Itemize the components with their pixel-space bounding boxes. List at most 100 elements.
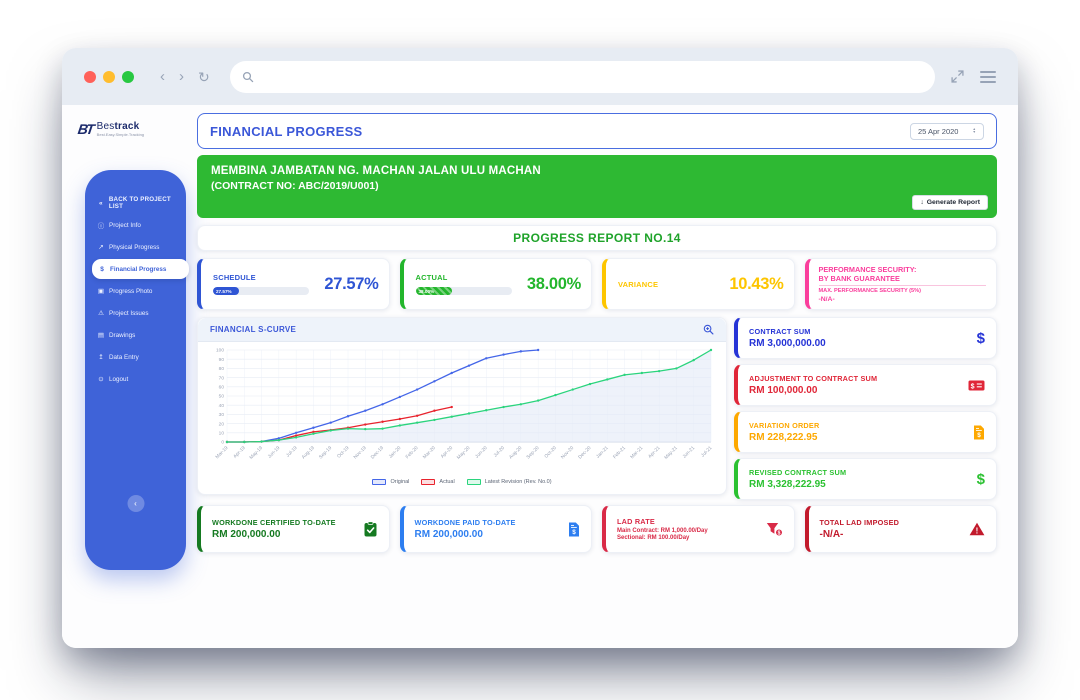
chart-header: FINANCIAL S-CURVE: [198, 318, 726, 342]
select-arrows-icon: ▲ ▼: [972, 126, 976, 134]
clipboard-check-icon: [364, 521, 376, 537]
generate-report-button[interactable]: ↓ Generate Report: [912, 195, 988, 210]
report-date-value: 25 Apr 2020: [918, 126, 959, 136]
financial-s-curve-chart: 0 10 20 30 40 50 60 70 80 90 100 Mar-19 Apr-19 May-19…: [214, 348, 714, 461]
svg-text:$: $: [572, 529, 576, 536]
summary-column: CONTRACT SUM RM 3,000,000.00 $ ADJUSTMEN…: [734, 317, 997, 500]
max-performance-security: MAX. PERFORMANCE SECURITY (5%): [818, 288, 921, 295]
sidebar-item-project-issues[interactable]: ⚠ Project Issues: [98, 309, 149, 318]
sidebar: « BACK TO PROJECT LIST ⓘ Project Info ↗ …: [85, 170, 189, 570]
svg-text:Mar-21: Mar-21: [629, 445, 644, 460]
progress-report-title: PROGRESS REPORT NO.14: [513, 231, 681, 245]
sidebar-item-financial-progress[interactable]: $ Financial Progress: [92, 259, 189, 279]
sidebar-item-project-info[interactable]: ⓘ Project Info: [97, 221, 141, 231]
stats-row: SCHEDULE 27.57% 27.57% ACTUAL 38.00%: [197, 258, 997, 311]
svg-text:Feb-20: Feb-20: [405, 445, 420, 460]
svg-text:40: 40: [219, 403, 225, 409]
svg-text:Feb-21: Feb-21: [612, 445, 627, 460]
contract-number: (CONTRACT NO: ABC/2019/U001): [211, 180, 379, 192]
file-invoice-dollar-icon: $: [569, 522, 579, 536]
contract-sum-card: CONTRACT SUM RM 3,000,000.00 $: [734, 317, 997, 359]
close-window-button[interactable]: [84, 70, 96, 83]
sidebar-item-drawings[interactable]: ▤ Drawings: [97, 331, 136, 340]
variation-order-card: VARIATION ORDER RM 228,222.95 $: [734, 411, 997, 453]
chevrons-left-icon: «: [99, 199, 103, 207]
forward-icon[interactable]: ›: [179, 68, 184, 85]
expand-icon[interactable]: [951, 70, 964, 83]
svg-text:50: 50: [219, 394, 225, 400]
maximize-window-button[interactable]: [122, 70, 134, 83]
actual-label: ACTUAL: [415, 273, 448, 283]
workdone-certified-card: WORKDONE CERTIFIED TO-DATE RM 200,000.00: [197, 505, 390, 553]
menu-icon[interactable]: [980, 70, 996, 83]
browser-chrome: ‹ › ↻: [62, 48, 1018, 105]
legend-swatch: [421, 479, 436, 485]
download-icon: ↓: [920, 199, 924, 206]
svg-text:Sep-19: Sep-19: [318, 445, 333, 460]
performance-security-line2: BY BANK GUARANTEE: [818, 274, 900, 284]
sidebar-back-to-project-list[interactable]: « BACK TO PROJECT LIST: [85, 192, 186, 214]
page-header: FINANCIAL PROGRESS 25 Apr 2020 ▲ ▼: [197, 113, 997, 149]
minimize-window-button[interactable]: [103, 70, 115, 83]
sidebar-item-logout[interactable]: ⊙ Logout: [98, 375, 129, 384]
financial-s-curve-card: FINANCIAL S-CURVE 0 10 20 30 40 50 60 70 80 90 100…: [197, 317, 727, 495]
warning-icon: ⚠: [98, 310, 104, 317]
svg-text:Oct-20: Oct-20: [543, 445, 558, 460]
money-check-icon: $: [968, 380, 985, 390]
legend-label: Actual: [439, 479, 455, 485]
drawings-icon: ▤: [97, 332, 105, 339]
svg-text:70: 70: [219, 375, 225, 381]
sidebar-item-data-entry[interactable]: ↥ Data Entry: [98, 353, 139, 362]
legend-label: Original: [390, 479, 410, 485]
reload-icon[interactable]: ↻: [198, 68, 210, 85]
lad-rate-card: LAD RATE Main Contract: RM 1,000.00/Day …: [602, 505, 795, 553]
project-name: MEMBINA JAMBATAN NG. MACHAN JALAN ULU MA…: [211, 165, 541, 177]
traffic-lights: [84, 70, 134, 83]
schedule-card: SCHEDULE 27.57% 27.57%: [197, 258, 390, 311]
sidebar-item-physical-progress[interactable]: ↗ Physical Progress: [98, 243, 160, 252]
svg-text:Jul-21: Jul-21: [700, 445, 714, 459]
magnifier-plus-icon[interactable]: [703, 324, 714, 335]
performance-security-card: PERFORMANCE SECURITY: BY BANK GUARANTEE …: [804, 258, 997, 311]
dollar-icon: $: [100, 265, 104, 273]
address-bar[interactable]: [229, 60, 935, 93]
actual-card: ACTUAL 38.00% 38.00%: [399, 258, 592, 311]
project-banner: MEMBINA JAMBATAN NG. MACHAN JALAN ULU MA…: [197, 155, 997, 218]
svg-text:Nov-20: Nov-20: [560, 445, 575, 460]
svg-text:Jan-20: Jan-20: [388, 445, 403, 460]
svg-text:Jul-19: Jul-19: [285, 445, 299, 459]
svg-text:Mar-19: Mar-19: [214, 445, 229, 460]
adjustment-to-contract-sum-card: ADJUSTMENT TO CONTRACT SUM RM 100,000.00…: [734, 364, 997, 406]
revised-contract-sum-card: REVISED CONTRACT SUM RM 3,328,222.95 $: [734, 458, 997, 500]
svg-text:100: 100: [216, 348, 224, 354]
schedule-progressbar: 27.57%: [213, 287, 309, 296]
sidebar-item-progress-photo[interactable]: ▣ Progress Photo: [97, 287, 153, 296]
info-icon: ⓘ: [97, 223, 105, 230]
lad-main-contract: Main Contract: RM 1,000.00/Day: [617, 527, 708, 534]
back-icon[interactable]: ‹: [160, 68, 165, 85]
logo-mark: BT: [76, 121, 94, 137]
svg-text:Mar-20: Mar-20: [422, 445, 437, 460]
svg-text:30: 30: [219, 412, 225, 418]
svg-text:Apr-20: Apr-20: [440, 445, 455, 460]
svg-text:$: $: [971, 383, 975, 390]
svg-text:May-19: May-19: [248, 445, 264, 461]
report-date-select[interactable]: 25 Apr 2020 ▲ ▼: [910, 122, 984, 140]
photo-icon: ▣: [97, 288, 105, 295]
svg-text:Apr-21: Apr-21: [647, 445, 662, 460]
schedule-value: 27.57%: [324, 274, 379, 293]
svg-text:May-20: May-20: [456, 445, 472, 461]
legend-label: Latest Revision (Rev. No.0): [484, 479, 552, 485]
svg-text:Jun-20: Jun-20: [474, 445, 489, 460]
svg-text:Jul-20: Jul-20: [492, 445, 506, 459]
bottom-row: WORKDONE CERTIFIED TO-DATE RM 200,000.00…: [197, 505, 997, 553]
upload-icon: ↥: [98, 354, 104, 361]
performance-security-line1: PERFORMANCE SECURITY:: [818, 265, 917, 274]
svg-text:10: 10: [219, 431, 225, 437]
variance-value: 10.43%: [729, 274, 784, 293]
svg-text:Oct-19: Oct-19: [336, 445, 351, 460]
svg-text:Aug-20: Aug-20: [508, 445, 523, 460]
chart-body: 0 10 20 30 40 50 60 70 80 90 100 Mar-19 Apr-19 May-19…: [198, 342, 726, 485]
page-title: FINANCIAL PROGRESS: [210, 123, 363, 139]
sidebar-collapse-button[interactable]: ‹: [127, 495, 144, 512]
